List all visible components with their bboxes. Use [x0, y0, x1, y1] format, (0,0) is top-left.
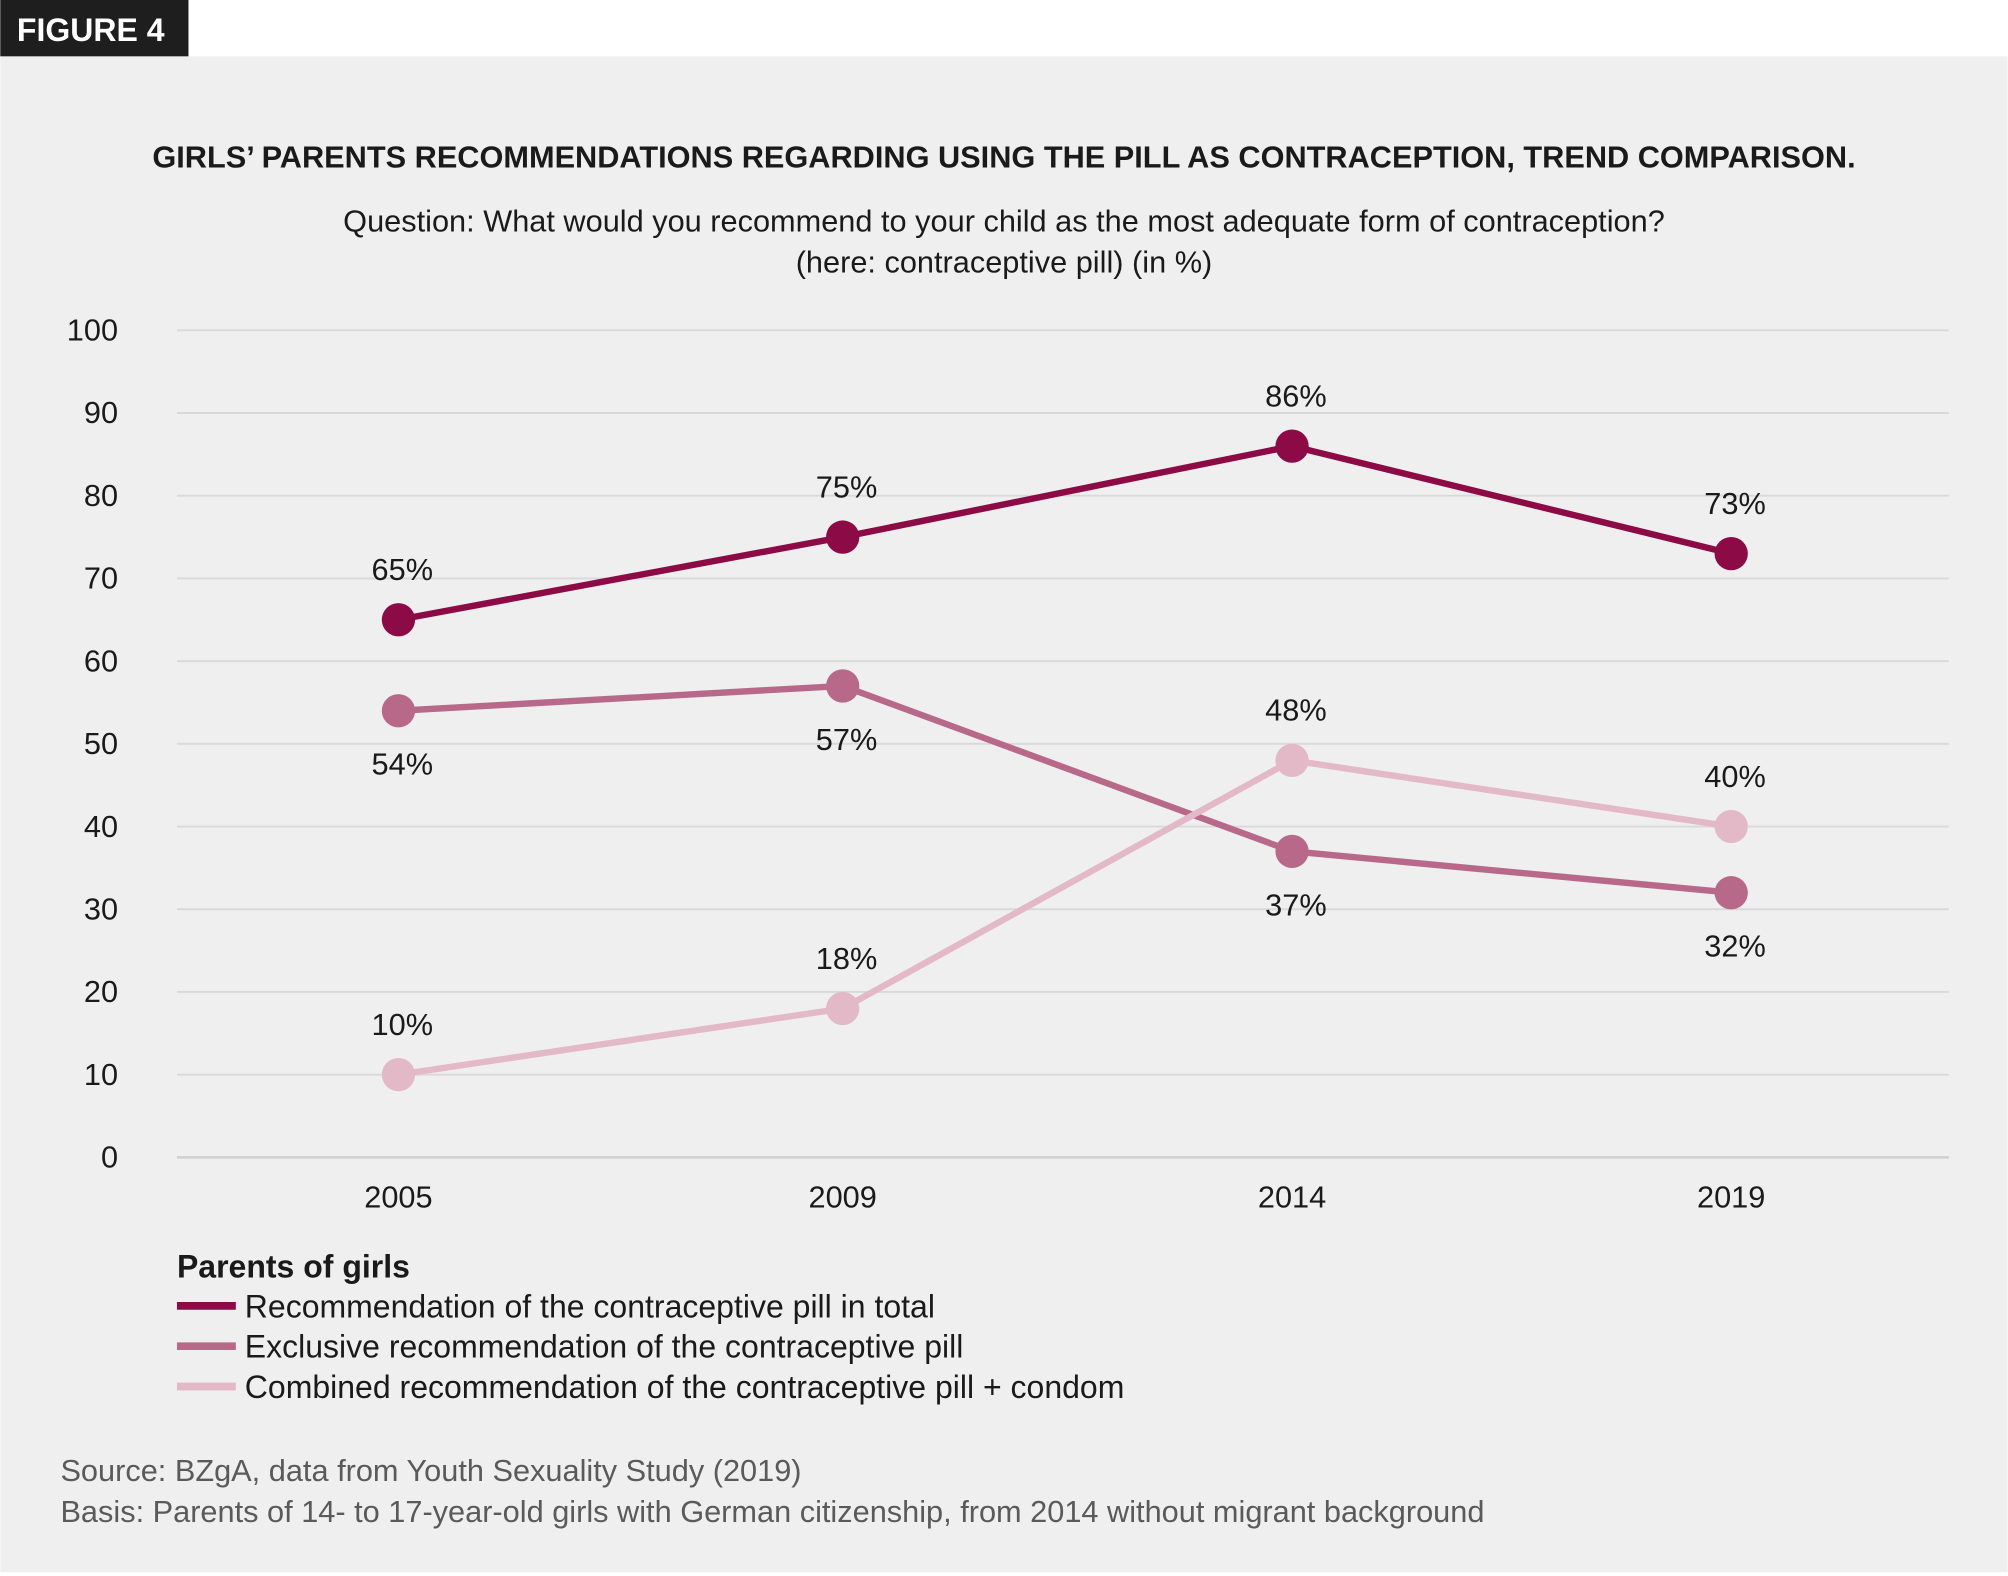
- y-tick-label: 10: [84, 1057, 118, 1092]
- data-label: 57%: [816, 722, 877, 757]
- data-label: 73%: [1704, 486, 1765, 521]
- x-tick-label: 2014: [1258, 1179, 1326, 1214]
- source-note: Source: BZgA, data from Youth Sexuality …: [60, 1453, 801, 1488]
- figure-label-box: [0, 0, 189, 57]
- legend-item-exclusive: Exclusive recommendation of the contrace…: [245, 1329, 964, 1365]
- y-tick-label: 70: [84, 561, 118, 596]
- series-combined: 10% 18% 48% 40%: [372, 693, 1766, 1092]
- series-line-total: [397, 442, 1732, 623]
- x-tick-label: 2009: [809, 1179, 877, 1214]
- data-label: 40%: [1704, 759, 1765, 794]
- legend-item-combined: Combined recommendation of the contracep…: [245, 1369, 1125, 1405]
- y-tick-label: 30: [84, 891, 118, 926]
- data-point: [381, 603, 416, 637]
- y-tick-label: 0: [101, 1140, 118, 1175]
- x-tick-label: 2019: [1697, 1179, 1765, 1214]
- data-point: [1714, 809, 1748, 844]
- data-label: 37%: [1265, 887, 1326, 922]
- chart-title: GIRLS’ PARENTS RECOMMENDATIONS REGARDING…: [152, 140, 1855, 175]
- data-point: [381, 1058, 416, 1092]
- data-point: [1275, 743, 1309, 778]
- y-tick-label: 50: [84, 726, 118, 761]
- y-tick-label: 100: [67, 313, 118, 348]
- series-exclusive: 54% 57% 37% 32%: [372, 669, 1766, 964]
- data-label: 32%: [1704, 929, 1765, 964]
- series-line-exclusive: [398, 682, 1732, 896]
- y-tick-label: 40: [84, 809, 118, 844]
- data-point: [1275, 834, 1309, 868]
- legend-item-total: Recommendation of the contraceptive pill…: [245, 1288, 935, 1324]
- series-total: 65% 75% 86% 73%: [372, 378, 1766, 637]
- data-label: 86%: [1265, 378, 1326, 413]
- data-point: [1714, 876, 1748, 910]
- data-label: 54%: [372, 747, 433, 782]
- data-label: 10%: [372, 1007, 433, 1042]
- data-label: 48%: [1265, 693, 1326, 728]
- data-point: [381, 694, 416, 728]
- data-label: 75%: [816, 469, 877, 504]
- data-label: 65%: [372, 552, 433, 587]
- y-tick-label: 90: [84, 395, 118, 430]
- data-label: 18%: [816, 941, 877, 976]
- series-line-combined: [397, 757, 1732, 1078]
- data-point: [1275, 429, 1309, 463]
- y-tick-label: 20: [84, 974, 118, 1009]
- x-tick-label: 2005: [364, 1179, 432, 1214]
- data-point: [1714, 536, 1748, 571]
- data-point: [826, 669, 860, 703]
- figure-label: FIGURE 4: [17, 12, 165, 48]
- chart-subtitle-line1: Question: What would you recommend to yo…: [343, 204, 1665, 239]
- figure-background: [0, 56, 2008, 1573]
- y-tick-label: 80: [84, 478, 118, 513]
- chart-subtitle-line2: (here: contraceptive pill) (in %): [796, 245, 1213, 280]
- y-tick-label: 60: [84, 643, 118, 678]
- data-point: [826, 991, 860, 1026]
- legend-title: Parents of girls: [177, 1249, 410, 1285]
- data-point: [826, 520, 860, 554]
- basis-note: Basis: Parents of 14- to 17-year-old gir…: [60, 1494, 1484, 1529]
